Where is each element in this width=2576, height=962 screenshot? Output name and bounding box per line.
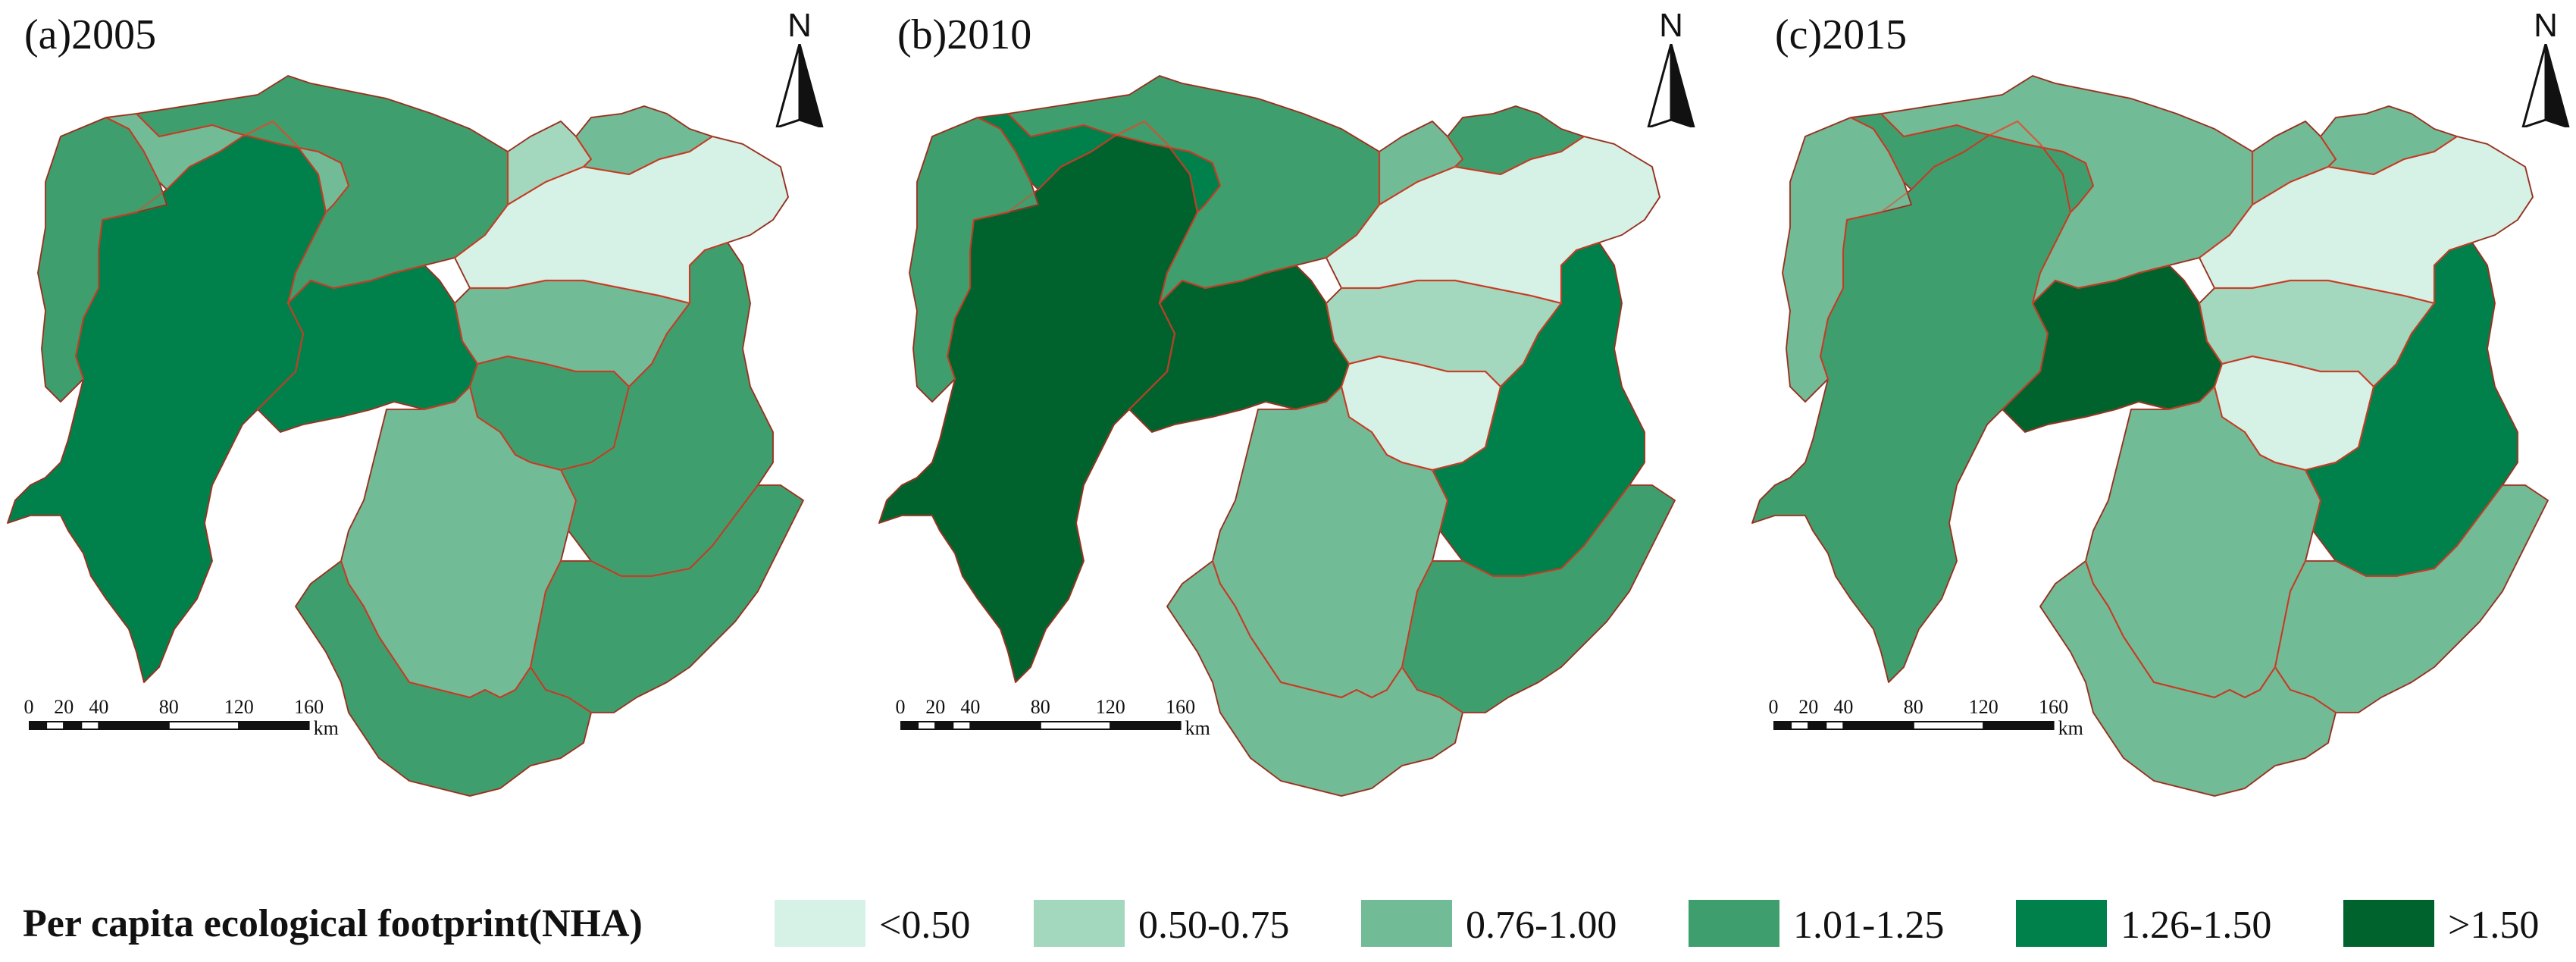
scale-tick-label: 40 (1833, 696, 1854, 718)
scale-unit: km (313, 717, 339, 739)
map-boundary (1166, 559, 1464, 797)
map-panel-2010: (b)2010 N 0 20 40 80 120 160 km (872, 0, 1730, 857)
scale-tick-label: 0 (1768, 696, 1779, 718)
scale-bar-graphic (29, 721, 310, 730)
scale-tick-label: 40 (89, 696, 109, 718)
legend-label: >1.50 (2448, 904, 2540, 947)
scale-tick-label: 40 (960, 696, 981, 718)
scale-bar-graphic (900, 721, 1182, 730)
legend-label: 1.01-1.25 (1793, 904, 1945, 947)
scale-tick-label: 20 (54, 696, 74, 718)
scale-tick-label: 160 (2039, 696, 2069, 718)
legend-swatch (1034, 900, 1125, 947)
scale-unit: km (2058, 717, 2083, 739)
scale-tick-label: 80 (1903, 696, 1923, 718)
scale-bar: 0 20 40 80 120 160 km (24, 696, 362, 757)
north-arrow-icon: N (773, 9, 826, 130)
scale-tick-label: 80 (1030, 696, 1050, 718)
legend-swatch (1689, 900, 1779, 947)
map-title: (b)2010 (897, 11, 1032, 58)
north-arrow-icon: N (2519, 9, 2572, 130)
scale-tick-label: 160 (1166, 696, 1196, 718)
scale-tick-label: 160 (294, 696, 324, 718)
map-boundary (2039, 559, 2337, 797)
scale-tick-label: 20 (925, 696, 946, 718)
legend-swatch (1361, 900, 1452, 947)
scale-bar-graphic (1773, 721, 2055, 730)
scale-bar: 0 20 40 80 120 160 km (896, 696, 1234, 757)
north-label: N (1659, 7, 1683, 44)
scale-unit: km (1185, 717, 1210, 739)
map-boundary (1401, 484, 1676, 714)
scale-tick-label: 120 (1968, 696, 1999, 718)
north-arrow-icon: N (1645, 9, 1698, 130)
scale-tick-label: 0 (23, 696, 34, 718)
choropleth-map (6, 74, 805, 797)
legend-label: 0.50-0.75 (1138, 904, 1290, 947)
scale-bar: 0 20 40 80 120 160 km (1769, 696, 2107, 757)
legend: Per capita ecological footprint(NHA) <0.… (0, 891, 2576, 959)
legend-title: Per capita ecological footprint(NHA) (23, 902, 643, 945)
legend-swatch (2343, 900, 2434, 947)
legend-label: 1.26-1.50 (2121, 904, 2272, 947)
legend-swatch (775, 900, 865, 947)
scale-tick-label: 80 (158, 696, 179, 718)
map-boundary (1446, 105, 1585, 176)
scale-tick-label: 20 (1798, 696, 1819, 718)
map-panel-2015: (c)2015 N 0 20 40 80 120 160 km (1745, 0, 2576, 857)
map-boundary (294, 559, 593, 797)
scale-tick-label: 0 (895, 696, 906, 718)
map-panel-2005: (a)2005 N 0 20 40 80 120 160 km (0, 0, 859, 857)
scale-tick-label: 120 (1095, 696, 1125, 718)
legend-swatch (2016, 900, 2107, 947)
north-label: N (787, 7, 812, 44)
map-title: (c)2015 (1775, 11, 1908, 58)
choropleth-map (1751, 74, 2549, 797)
map-boundary (2319, 105, 2459, 176)
scale-tick-label: 120 (224, 696, 254, 718)
map-boundary (574, 105, 714, 176)
map-boundary (529, 484, 805, 714)
choropleth-map (878, 74, 1676, 797)
legend-label: <0.50 (879, 904, 971, 947)
legend-label: 0.76-1.00 (1466, 904, 1617, 947)
map-boundary (2274, 484, 2549, 714)
north-label: N (2534, 7, 2558, 44)
map-title: (a)2005 (24, 11, 157, 58)
